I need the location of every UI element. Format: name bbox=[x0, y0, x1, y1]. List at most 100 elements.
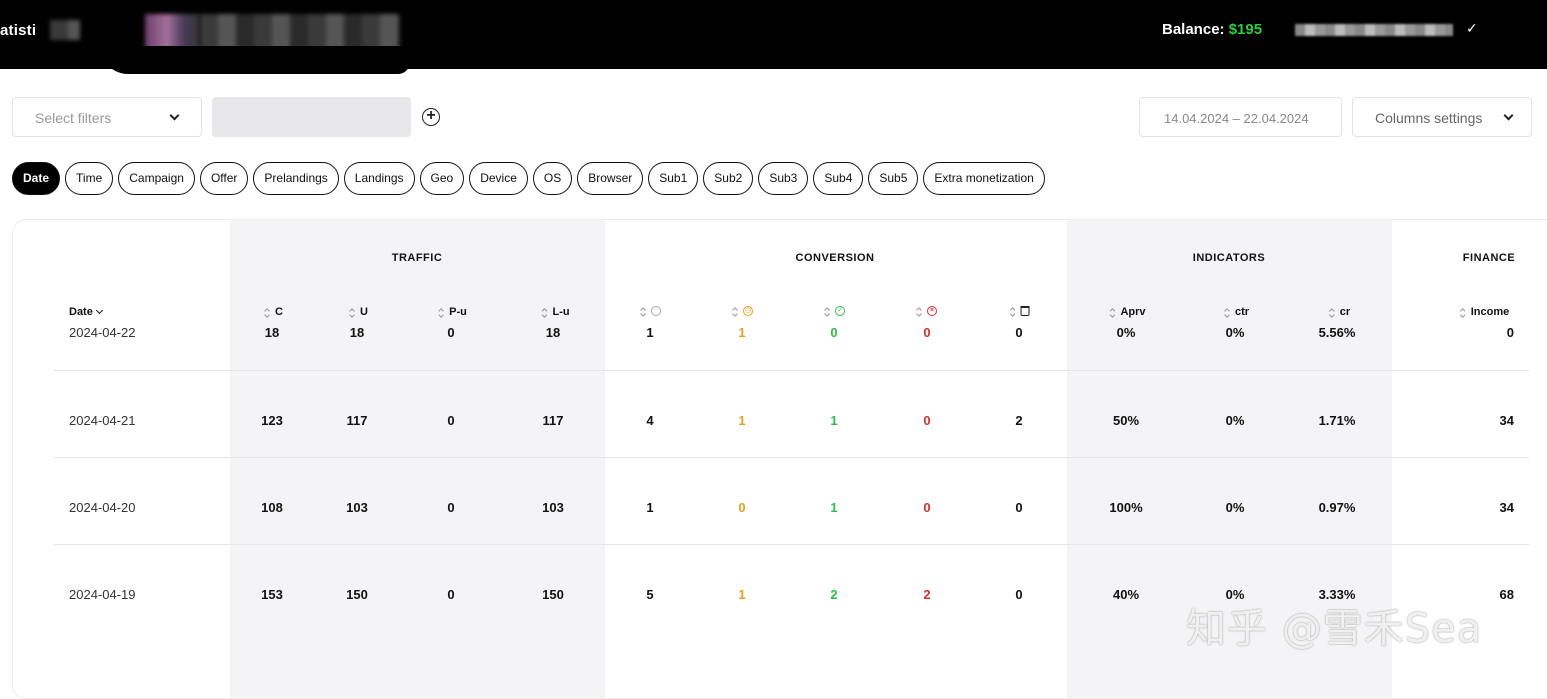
cell-pu: 0 bbox=[447, 500, 455, 515]
cell-aprv: 50% bbox=[1112, 413, 1140, 428]
cell-conv-trash: 0 bbox=[1015, 325, 1023, 340]
user-menu-chevron-icon[interactable]: ✓ bbox=[1466, 20, 1478, 36]
cell-conv-trash: 2 bbox=[1015, 413, 1023, 428]
cell-income: 34 bbox=[1499, 500, 1514, 515]
cell-income: 34 bbox=[1499, 413, 1514, 428]
header-decoration bbox=[100, 46, 410, 74]
cell-pu: 0 bbox=[447, 587, 455, 602]
tab-device[interactable]: Device bbox=[469, 162, 528, 195]
cell-conv-approved: 1 bbox=[830, 413, 838, 428]
header-u-label: U bbox=[360, 306, 368, 318]
cell-conv-trash: 0 bbox=[1015, 587, 1023, 602]
header-pu[interactable]: P-u bbox=[439, 306, 467, 318]
redacted-area bbox=[200, 14, 400, 50]
cell-date: 2024-04-20 bbox=[69, 500, 136, 515]
cell-conv-trash: 0 bbox=[1015, 500, 1023, 515]
cell-conv-approved: 0 bbox=[830, 325, 838, 340]
cell-income: 0 bbox=[1506, 325, 1514, 340]
statistics-table: TRAFFIC CONVERSION INDICATORS FINANCE Da… bbox=[12, 219, 1547, 699]
cell-cr: 0.97% bbox=[1318, 500, 1356, 515]
table-row: 2024-04-22 18 18 0 18 1 1 0 0 0 0% 0% 5.56% 0 bbox=[54, 283, 1529, 370]
cell-date: 2024-04-19 bbox=[69, 587, 136, 602]
tab-geo[interactable]: Geo bbox=[419, 162, 465, 195]
header-aprv-label: Aprv bbox=[1120, 306, 1146, 318]
header-lu-label: L-u bbox=[552, 306, 570, 318]
header-c[interactable]: C bbox=[265, 306, 283, 318]
cell-conv-approved: 1 bbox=[830, 500, 838, 515]
header-income-label: Income bbox=[1470, 306, 1510, 318]
header-conv-approved[interactable]: ✓ bbox=[825, 306, 845, 316]
filters-placeholder: Select filters bbox=[35, 110, 112, 126]
tab-sub2[interactable]: Sub2 bbox=[703, 162, 754, 195]
cell-lu: 117 bbox=[542, 413, 564, 428]
cell-cr: 3.33% bbox=[1318, 587, 1356, 602]
tab-browser[interactable]: Browser bbox=[577, 162, 644, 195]
header-lu[interactable]: L-u bbox=[542, 306, 569, 318]
cell-u: 103 bbox=[346, 500, 368, 515]
filter-value-input[interactable] bbox=[212, 97, 411, 137]
group-traffic: TRAFFIC bbox=[391, 252, 443, 264]
columns-settings-label: Columns settings bbox=[1375, 110, 1483, 126]
tab-landings[interactable]: Landings bbox=[343, 162, 415, 195]
cell-aprv: 40% bbox=[1112, 587, 1140, 602]
tab-time[interactable]: Time bbox=[65, 162, 114, 195]
tab-campaign[interactable]: Campaign bbox=[118, 162, 195, 195]
header-cr[interactable]: cr bbox=[1330, 306, 1350, 318]
cell-conv-all: 1 bbox=[646, 500, 654, 515]
cell-conv-rejected: 0 bbox=[923, 325, 931, 340]
tab-sub4[interactable]: Sub4 bbox=[813, 162, 864, 195]
cell-conv-pending: 1 bbox=[738, 413, 746, 428]
header-c-label: C bbox=[275, 306, 283, 318]
user-name-redacted[interactable] bbox=[1295, 24, 1453, 36]
header-conv-trash[interactable] bbox=[1011, 306, 1030, 316]
cell-c: 123 bbox=[261, 413, 283, 428]
redacted-area bbox=[145, 14, 200, 50]
cell-c: 153 bbox=[261, 587, 283, 602]
cell-ctr: 0% bbox=[1225, 500, 1245, 515]
tab-extra-monetization[interactable]: Extra monetization bbox=[923, 162, 1045, 195]
header-date[interactable]: Date bbox=[69, 306, 103, 318]
redacted-area bbox=[50, 20, 80, 40]
check-circle-icon: ✓ bbox=[835, 306, 845, 316]
header-ctr[interactable]: ctr bbox=[1225, 306, 1249, 318]
header-conv-rejected[interactable]: × bbox=[917, 306, 937, 316]
header-conv-pending[interactable]: ◷ bbox=[733, 306, 753, 316]
balance-label: Balance: bbox=[1162, 21, 1225, 38]
tab-offer[interactable]: Offer bbox=[199, 162, 249, 195]
tab-os[interactable]: OS bbox=[532, 162, 573, 195]
header-ctr-label: ctr bbox=[1234, 306, 1250, 318]
header-date-label: Date bbox=[69, 306, 93, 318]
header-aprv[interactable]: Aprv bbox=[1110, 306, 1145, 318]
table-row: 2024-04-20 108 103 0 103 1 0 1 0 0 100% 0% 0.97% 34 bbox=[54, 457, 1529, 544]
header-conv-all[interactable] bbox=[641, 306, 661, 316]
watermark: 知乎 @雪禾Sea bbox=[1186, 606, 1483, 652]
chevron-down-icon bbox=[1503, 110, 1514, 121]
cell-ctr: 0% bbox=[1225, 325, 1245, 340]
cell-conv-pending: 1 bbox=[738, 587, 746, 602]
cell-aprv: 0% bbox=[1116, 325, 1136, 340]
cell-date: 2024-04-22 bbox=[69, 325, 136, 340]
cell-income: 68 bbox=[1499, 587, 1514, 602]
cell-lu: 18 bbox=[545, 325, 561, 340]
tab-date[interactable]: Date bbox=[12, 162, 61, 195]
cell-pu: 0 bbox=[447, 413, 455, 428]
tab-sub5[interactable]: Sub5 bbox=[868, 162, 919, 195]
cell-conv-all: 4 bbox=[646, 413, 654, 428]
tab-sub3[interactable]: Sub3 bbox=[758, 162, 809, 195]
x-circle-icon: × bbox=[927, 306, 937, 316]
add-filter-icon[interactable]: + bbox=[422, 108, 440, 126]
header-income[interactable]: Income bbox=[1461, 306, 1510, 318]
cell-conv-pending: 1 bbox=[738, 325, 746, 340]
header-u[interactable]: U bbox=[350, 306, 368, 318]
balance-value: $195 bbox=[1228, 21, 1263, 38]
filters-select[interactable]: Select filters bbox=[12, 97, 202, 137]
cell-c: 108 bbox=[261, 500, 283, 515]
tab-prelandings[interactable]: Prelandings bbox=[253, 162, 339, 195]
tab-sub1[interactable]: Sub1 bbox=[648, 162, 699, 195]
group-finance: FINANCE bbox=[1462, 252, 1516, 264]
columns-settings-button[interactable]: Columns settings bbox=[1352, 97, 1532, 137]
traffic-band bbox=[230, 220, 605, 698]
date-range-picker[interactable]: 14.04.2024 – 22.04.2024 bbox=[1139, 97, 1342, 137]
cell-ctr: 0% bbox=[1225, 587, 1245, 602]
chevron-down-icon bbox=[169, 110, 180, 121]
